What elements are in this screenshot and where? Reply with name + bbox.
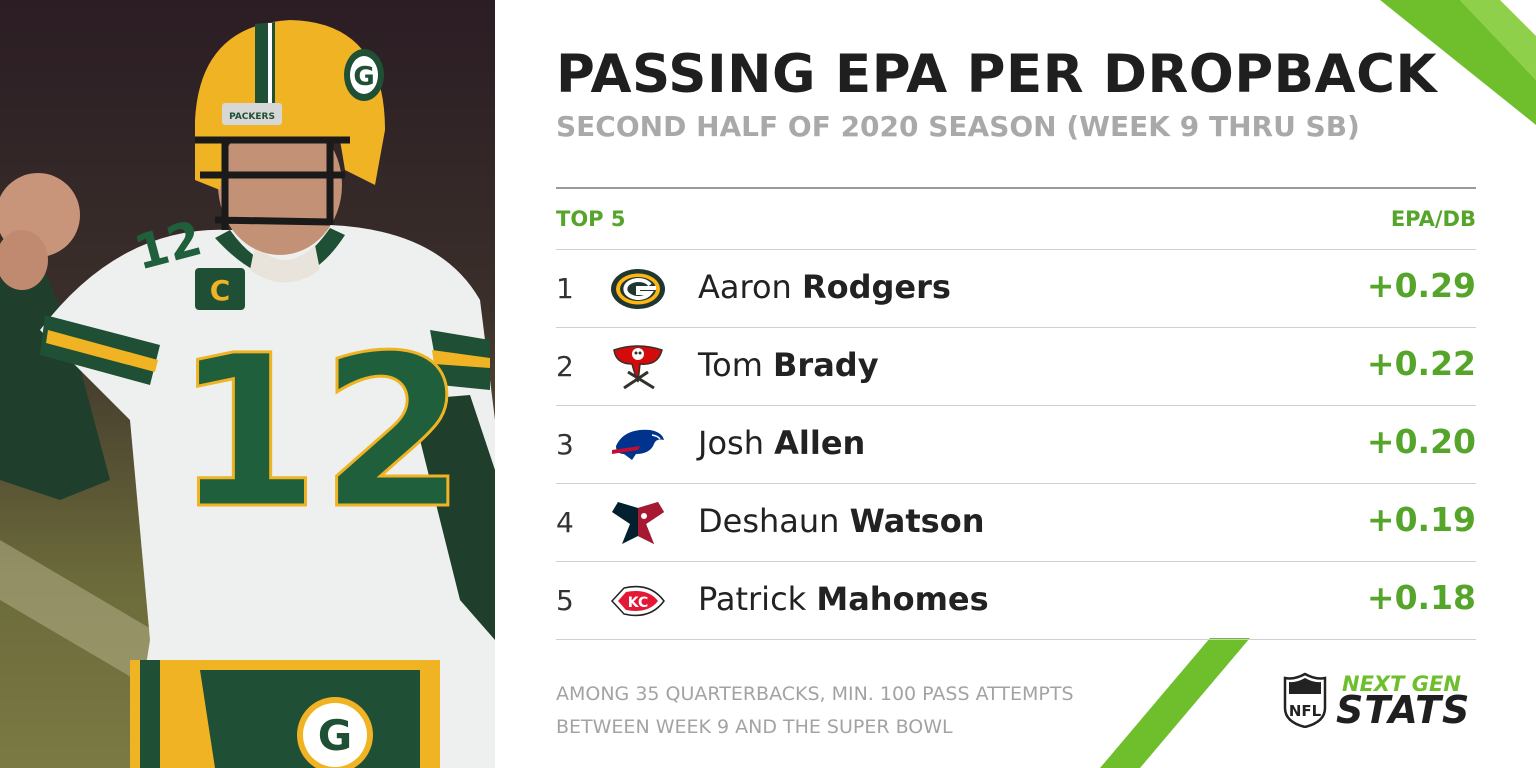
table-row: 4 Deshaun Watson +0.19 — [556, 484, 1476, 562]
row-divider — [556, 405, 1476, 406]
epa-value: +0.18 — [1366, 578, 1476, 617]
player-first-name: Aaron — [698, 268, 792, 306]
player-first-name: Tom — [698, 346, 763, 384]
player-name: Deshaun Watson — [698, 502, 984, 540]
bills-logo-icon — [612, 429, 664, 460]
decorative-stripe-bottom — [1100, 638, 1250, 768]
player-last-name: Watson — [849, 502, 985, 540]
row-divider — [556, 483, 1476, 484]
row-divider — [556, 249, 1476, 250]
svg-text:G: G — [318, 711, 352, 760]
player-first-name: Josh — [698, 424, 764, 462]
svg-text:G: G — [353, 62, 374, 92]
jersey-number: 12 — [174, 310, 466, 555]
row-divider — [556, 561, 1476, 562]
player-photo: C 12 12 G G PACKERS — [0, 0, 495, 768]
epa-value: +0.22 — [1366, 344, 1476, 383]
shield-text: NFL — [1289, 702, 1322, 720]
column-header-value: EPA/DB — [1390, 207, 1476, 231]
player-last-name: Brady — [773, 346, 879, 384]
column-header-rank: TOP 5 — [556, 207, 626, 231]
player-first-name: Patrick — [698, 580, 807, 618]
brand-stats: STATS — [1336, 688, 1471, 732]
table-row: 2 Tom Brady +0.22 — [556, 328, 1476, 406]
player-name: Josh Allen — [698, 424, 865, 462]
footnote-line: AMONG 35 QUARTERBACKS, MIN. 100 PASS ATT… — [556, 683, 1074, 705]
player-last-name: Rodgers — [801, 268, 951, 306]
packers-logo-icon — [611, 269, 665, 309]
table-row: 3 Josh Allen +0.20 — [556, 406, 1476, 484]
epa-value: +0.19 — [1366, 500, 1476, 539]
brand-next-gen: NEXT GEN — [1342, 672, 1461, 696]
player-last-name: Mahomes — [816, 580, 989, 618]
player-name: Patrick Mahomes — [698, 580, 989, 618]
footnote: AMONG 35 QUARTERBACKS, MIN. 100 PASS ATT… — [556, 678, 1074, 744]
helmet-text: PACKERS — [229, 112, 275, 122]
row-rank: 2 — [556, 350, 574, 383]
decorative-stripe-top — [1380, 0, 1536, 125]
epa-value: +0.29 — [1366, 266, 1476, 305]
next-gen-stats-logo: NFL NEXT GEN STATS — [1282, 672, 1477, 732]
chart-subtitle: SECOND HALF OF 2020 SEASON (WEEK 9 THRU … — [556, 110, 1360, 143]
player-name: Aaron Rodgers — [698, 268, 951, 306]
header-divider — [556, 187, 1476, 189]
row-divider — [556, 327, 1476, 328]
nfl-shield-icon: NFL — [1283, 672, 1327, 728]
row-rank: 1 — [556, 272, 574, 305]
row-divider — [556, 639, 1476, 640]
captain-patch: C — [210, 274, 231, 307]
buccaneers-logo-icon — [613, 345, 663, 390]
footnote-line: BETWEEN WEEK 9 AND THE SUPER BOWL — [556, 716, 953, 738]
row-rank: 3 — [556, 428, 574, 461]
svg-text:KC: KC — [628, 595, 649, 611]
player-first-name: Deshaun — [698, 502, 840, 540]
chart-title: PASSING EPA PER DROPBACK — [556, 44, 1438, 105]
player-illustration: C 12 12 G G PACKERS — [0, 20, 495, 768]
row-rank: 4 — [556, 506, 574, 539]
table-row: 1 Aaron Rodgers +0.29 — [556, 250, 1476, 328]
chiefs-logo-icon: KC — [610, 585, 665, 617]
table-row: 5 KC Patrick Mahomes +0.18 — [556, 562, 1476, 640]
epa-value: +0.20 — [1366, 422, 1476, 461]
texans-logo-icon — [612, 502, 664, 544]
player-name: Tom Brady — [698, 346, 879, 384]
row-rank: 5 — [556, 584, 574, 617]
player-last-name: Allen — [774, 424, 866, 462]
